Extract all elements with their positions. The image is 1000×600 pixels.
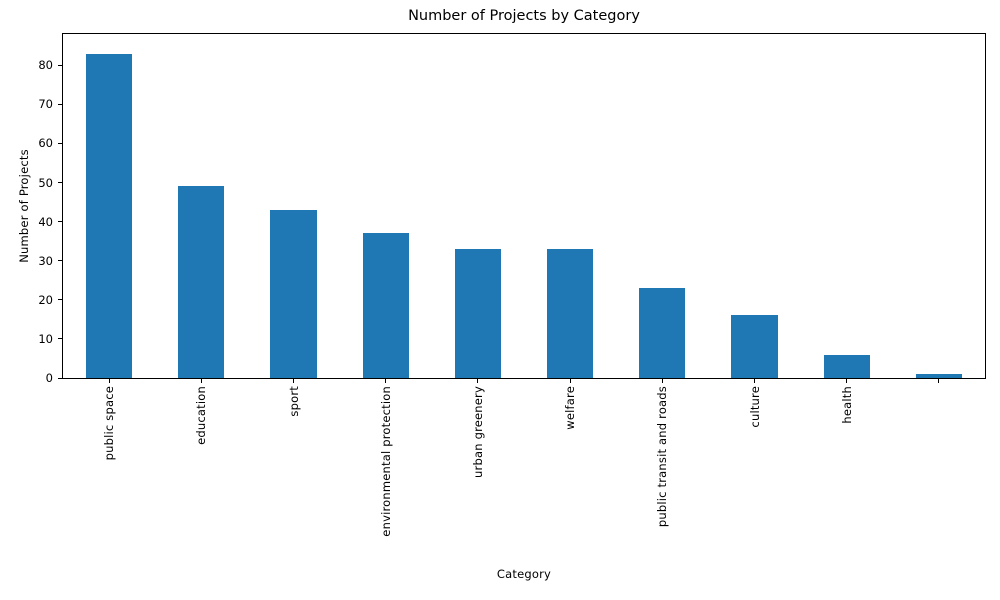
x-tick-mark <box>846 379 848 383</box>
bar <box>86 53 133 378</box>
y-tick-label: 50 <box>38 175 53 190</box>
y-tick-label: 80 <box>38 58 53 73</box>
y-axis-label: Number of Projects <box>17 149 31 263</box>
bar <box>823 354 870 378</box>
bar <box>362 233 409 378</box>
y-tick-label: 70 <box>38 97 53 112</box>
y-tick-mark <box>58 377 62 379</box>
y-tick-label: 0 <box>45 371 53 385</box>
x-tick-label: sport <box>286 386 301 417</box>
y-tick-label: 30 <box>38 253 53 268</box>
chart-title: Number of Projects by Category <box>408 8 640 24</box>
x-tick-mark <box>477 379 479 383</box>
bar <box>547 249 594 378</box>
y-tick-label: 20 <box>38 292 53 307</box>
y-tick-mark <box>58 221 62 223</box>
x-tick-mark <box>569 379 571 383</box>
x-tick-label: urban greenery <box>470 386 485 478</box>
x-tick-label: public transit and roads <box>655 386 670 528</box>
x-tick-label: education <box>194 386 209 445</box>
x-tick-label: public space <box>102 386 117 461</box>
bar <box>639 288 686 378</box>
x-tick-mark <box>385 379 387 383</box>
y-tick-mark <box>58 299 62 301</box>
bar <box>178 186 225 378</box>
y-tick-mark <box>58 260 62 262</box>
x-tick-label: welfare <box>563 386 578 430</box>
x-tick-mark <box>200 379 202 383</box>
y-tick-mark <box>58 64 62 66</box>
y-tick-mark <box>58 182 62 184</box>
x-tick-mark <box>661 379 663 383</box>
bar <box>915 374 962 378</box>
x-tick-label: culture <box>747 386 762 428</box>
x-tick-mark <box>938 379 940 383</box>
x-tick-mark <box>108 379 110 383</box>
y-tick-label: 40 <box>38 214 53 229</box>
y-tick-label: 10 <box>38 331 53 346</box>
x-tick-label: health <box>839 386 854 424</box>
x-axis-label: Category <box>496 567 552 581</box>
bar <box>454 249 501 378</box>
y-tick-mark <box>58 338 62 340</box>
x-tick-label: environmental protection <box>378 386 393 537</box>
y-tick-mark <box>58 103 62 105</box>
y-tick-mark <box>58 142 62 144</box>
x-tick-mark <box>754 379 755 383</box>
x-tick-mark <box>293 379 294 383</box>
bar <box>731 315 778 378</box>
y-tick-label: 60 <box>38 136 53 151</box>
plot-area: public space education sport environmental … <box>38 33 986 537</box>
bar <box>270 209 317 378</box>
